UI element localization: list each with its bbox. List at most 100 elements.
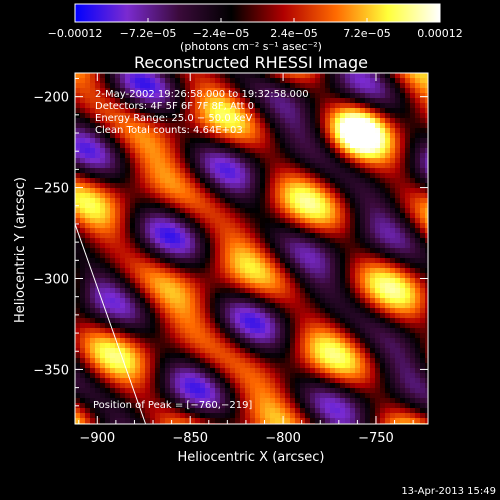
heatmap-cell [360, 333, 366, 339]
heatmap-cell [275, 98, 281, 104]
heatmap-cell [265, 168, 271, 174]
heatmap-cell [145, 153, 151, 159]
heatmap-cell [170, 418, 176, 424]
heatmap-cell [295, 303, 301, 309]
heatmap-cell [205, 73, 211, 79]
heatmap-cell [240, 98, 246, 104]
heatmap-cell [200, 233, 206, 239]
heatmap-cell [375, 188, 381, 194]
heatmap-cell [335, 173, 341, 179]
heatmap-cell [295, 288, 301, 294]
heatmap-cell [115, 103, 121, 109]
heatmap-cell [115, 333, 121, 339]
heatmap-cell [110, 203, 116, 209]
heatmap-cell [270, 318, 276, 324]
heatmap-cell [100, 418, 106, 424]
heatmap-image [75, 73, 428, 424]
heatmap-cell [90, 363, 96, 369]
heatmap-cell [310, 218, 316, 224]
heatmap-cell [300, 318, 306, 324]
heatmap-cell [145, 198, 151, 204]
heatmap-cell [200, 263, 206, 269]
heatmap-cell [230, 148, 236, 154]
heatmap-cell [235, 333, 241, 339]
heatmap-cell [390, 348, 396, 354]
heatmap-cell [280, 153, 286, 159]
heatmap-cell [265, 393, 271, 399]
heatmap-cell [425, 133, 428, 139]
heatmap-cell [380, 183, 386, 189]
heatmap-cell [145, 213, 151, 219]
heatmap-cell [140, 213, 146, 219]
heatmap-cell [135, 178, 141, 184]
heatmap-cell [125, 183, 131, 189]
heatmap-cell [415, 358, 421, 364]
heatmap-cell [375, 323, 381, 329]
heatmap-cell [190, 288, 196, 294]
heatmap-cell [75, 163, 81, 169]
heatmap-cell [370, 368, 376, 374]
heatmap-cell [75, 233, 81, 239]
heatmap-cell [200, 258, 206, 264]
heatmap-cell [335, 118, 341, 124]
heatmap-cell [380, 378, 386, 384]
heatmap-cell [180, 273, 186, 279]
heatmap-cell [350, 293, 356, 299]
heatmap-cell [310, 213, 316, 219]
heatmap-cell [300, 343, 306, 349]
heatmap-cell [170, 393, 176, 399]
heatmap-cell [185, 308, 191, 314]
heatmap-cell [385, 288, 391, 294]
heatmap-cell [270, 148, 276, 154]
heatmap-cell [165, 253, 171, 259]
heatmap-cell [125, 393, 131, 399]
heatmap-cell [105, 398, 111, 404]
heatmap-cell [180, 398, 186, 404]
heatmap-cell [230, 108, 236, 114]
heatmap-cell [395, 278, 401, 284]
heatmap-cell [130, 103, 136, 109]
heatmap-cell [390, 143, 396, 149]
heatmap-cell [170, 413, 176, 419]
heatmap-cell [155, 178, 161, 184]
heatmap-cell [395, 308, 401, 314]
heatmap-cell [380, 103, 386, 109]
heatmap-cell [120, 288, 126, 294]
heatmap-cell [335, 368, 341, 374]
heatmap-cell [185, 198, 191, 204]
heatmap-cell [75, 103, 81, 109]
heatmap-cell [350, 383, 356, 389]
heatmap-cell [310, 263, 316, 269]
heatmap-cell [220, 228, 226, 234]
heatmap-cell [230, 168, 236, 174]
heatmap-cell [270, 168, 276, 174]
heatmap-cell [145, 243, 151, 249]
heatmap-cell [175, 213, 181, 219]
heatmap-cell [90, 353, 96, 359]
heatmap-cell [250, 148, 256, 154]
heatmap-cell [155, 258, 161, 264]
heatmap-cell [205, 343, 211, 349]
heatmap-cell [90, 93, 96, 99]
heatmap-cell [225, 158, 231, 164]
heatmap-cell [105, 88, 111, 94]
heatmap-cell [285, 143, 291, 149]
heatmap-cell [370, 113, 376, 119]
heatmap-cell [75, 333, 81, 339]
colorbar-tick-label: 2.4e−05 [270, 27, 317, 40]
heatmap-cell [130, 298, 136, 304]
heatmap-cell [175, 243, 181, 249]
heatmap-cell [365, 268, 371, 274]
heatmap-cell [320, 238, 326, 244]
heatmap-cell [130, 183, 136, 189]
heatmap-cell [335, 313, 341, 319]
heatmap-cell [205, 293, 211, 299]
heatmap-cell [130, 383, 136, 389]
heatmap-cell [270, 418, 276, 424]
heatmap-cell [265, 328, 271, 334]
heatmap-cell [260, 228, 266, 234]
heatmap-cell [250, 258, 256, 264]
heatmap-cell [145, 388, 151, 394]
heatmap-cell [75, 178, 81, 184]
heatmap-cell [85, 83, 91, 89]
